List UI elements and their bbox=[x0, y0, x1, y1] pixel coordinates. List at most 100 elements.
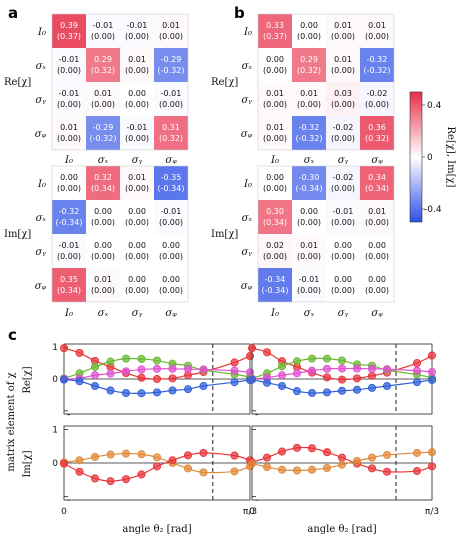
data-point-green bbox=[337, 356, 347, 365]
heatmap-cell-value: 0.00 bbox=[162, 275, 180, 284]
xtick-label: π/3 bbox=[425, 507, 439, 517]
heatmap-cell bbox=[120, 234, 154, 268]
heatmap-cell-ideal: (0.00) bbox=[159, 286, 183, 295]
data-point-pink bbox=[322, 364, 332, 373]
heatmap-row-label: σₓ bbox=[36, 213, 47, 224]
heatmap-cell bbox=[326, 116, 360, 150]
heatmap-cell-value: 0.00 bbox=[128, 241, 146, 250]
heatmap-col-label: I₀ bbox=[64, 308, 73, 319]
ytick-minus-label: - bbox=[67, 410, 70, 420]
heatmap-cell-value: 0.34 bbox=[368, 173, 386, 182]
heatmap-cell-value: 0.01 bbox=[94, 275, 112, 284]
heatmap-cell-ideal: (0.32) bbox=[159, 134, 183, 143]
heatmap-cell bbox=[52, 82, 86, 116]
heatmap-cell-value: 0.00 bbox=[128, 207, 146, 216]
heatmap-cell bbox=[292, 82, 326, 116]
data-point-blue bbox=[307, 388, 317, 398]
data-point-blue bbox=[121, 388, 131, 398]
heatmap-cell-value: -0.01 bbox=[333, 207, 354, 216]
heatmap-cell-value: 0.01 bbox=[266, 89, 284, 98]
colorbar-tick-top: 0.4 bbox=[427, 101, 442, 111]
x-axis-label: angle θ₂ [rad] bbox=[122, 524, 191, 535]
heatmap-cell-value: 0.39 bbox=[60, 21, 78, 30]
heatmap-cell bbox=[360, 48, 394, 82]
data-point-pink bbox=[352, 364, 362, 373]
data-point-blue bbox=[337, 386, 347, 395]
data-point-red bbox=[230, 358, 239, 367]
heatmap-cell bbox=[326, 166, 360, 200]
heatmap-cell-ideal: (0.00) bbox=[331, 184, 355, 193]
heatmap-cell bbox=[86, 166, 120, 200]
heatmap-cell-value: 0.00 bbox=[368, 241, 386, 250]
heatmap-col-label: I₀ bbox=[270, 155, 279, 166]
heatmap-cell bbox=[52, 268, 86, 302]
ytick-label: 1 bbox=[52, 425, 58, 435]
data-point-blue bbox=[247, 375, 257, 384]
heatmap-cell-ideal: (0.00) bbox=[365, 218, 389, 227]
data-point-red bbox=[168, 456, 177, 465]
heatmap-cell-value: 0.36 bbox=[368, 123, 386, 132]
heatmap-cell-ideal: (0.32) bbox=[297, 66, 321, 75]
heatmap-cell bbox=[86, 268, 120, 302]
heatmap-cell-value: 0.01 bbox=[368, 21, 386, 30]
data-point-red bbox=[337, 375, 347, 384]
data-point-red bbox=[59, 344, 69, 353]
colorbar: 0.4 0 -0.4 Re[χ], Im[χ] bbox=[409, 91, 456, 223]
heatmap-cell bbox=[86, 200, 120, 234]
heatmap-cell bbox=[86, 234, 120, 268]
data-point-pink bbox=[382, 365, 392, 374]
heatmap-cell-ideal: (0.00) bbox=[91, 286, 115, 295]
heatmap-cell bbox=[258, 268, 292, 302]
heatmap-cell-value: -0.35 bbox=[161, 173, 182, 182]
heatmap-cell-value: 0.01 bbox=[60, 123, 78, 132]
heatmap-cell-value: -0.01 bbox=[93, 21, 114, 30]
heatmap-cell-ideal: (0.00) bbox=[365, 252, 389, 261]
heatmap-cell bbox=[292, 234, 326, 268]
data-point-green bbox=[277, 362, 287, 371]
heatmap-cell-value: 0.01 bbox=[94, 89, 112, 98]
ytick-label: 0 bbox=[52, 459, 58, 469]
heatmap-cell-value: -0.01 bbox=[59, 55, 80, 64]
data-point-red bbox=[427, 351, 437, 360]
heatmap-col-label: σₓ bbox=[304, 155, 315, 166]
heatmap-cell-ideal: (0.34) bbox=[365, 184, 389, 193]
heatmap-cell-value: 0.00 bbox=[266, 55, 284, 64]
data-point-pink bbox=[90, 371, 100, 380]
data-point-orange bbox=[382, 450, 392, 459]
heatmap-cell-value: -0.01 bbox=[59, 89, 80, 98]
data-point-pink bbox=[137, 365, 146, 374]
heatmap-cell bbox=[258, 48, 292, 82]
heatmap-cell-value: 0.01 bbox=[334, 21, 352, 30]
data-point-red bbox=[106, 477, 115, 486]
data-point-red bbox=[137, 373, 146, 382]
data-point-green bbox=[307, 354, 317, 363]
data-point-blue bbox=[75, 377, 84, 386]
heatmap-cell bbox=[154, 14, 188, 48]
data-point-blue bbox=[412, 378, 422, 387]
heatmap-b-real-label: Re[χ] bbox=[211, 77, 238, 88]
heatmap-cell-ideal: (0.00) bbox=[125, 66, 149, 75]
data-point-red bbox=[152, 374, 162, 384]
colorbar-tick-mid: 0 bbox=[427, 153, 433, 163]
data-point-pink bbox=[337, 364, 347, 373]
data-point-blue bbox=[59, 375, 69, 384]
heatmap-cell-ideal: (0.34) bbox=[263, 218, 287, 227]
heatmap-cell bbox=[86, 116, 120, 150]
heatmap-cell bbox=[154, 200, 188, 234]
data-point-green bbox=[152, 356, 162, 365]
heatmap-cell-ideal: (0.00) bbox=[331, 66, 355, 75]
heatmap-cell-ideal: (0.00) bbox=[365, 32, 389, 41]
heatmap-cell bbox=[360, 234, 394, 268]
heatmap-cell bbox=[326, 234, 360, 268]
heatmap-a-imag: 0.00 (0.00) 0.32 (0.34) 0.01 (0.00) -0.35 (-0.3… bbox=[51, 165, 189, 303]
heatmap-b-imag-label: Im[χ] bbox=[211, 229, 238, 240]
data-point-orange bbox=[427, 448, 437, 457]
heatmap-cell-value: -0.01 bbox=[161, 89, 182, 98]
heatmap-cell bbox=[292, 166, 326, 200]
heatmap-cell-ideal: (-0.34) bbox=[56, 218, 83, 227]
heatmap-cell-ideal: (0.00) bbox=[263, 100, 287, 109]
data-point-pink bbox=[292, 369, 302, 378]
xtick-label: 0 bbox=[249, 507, 255, 517]
heatmap-cell bbox=[86, 48, 120, 82]
colorbar-tick-bottom: -0.4 bbox=[424, 205, 442, 215]
